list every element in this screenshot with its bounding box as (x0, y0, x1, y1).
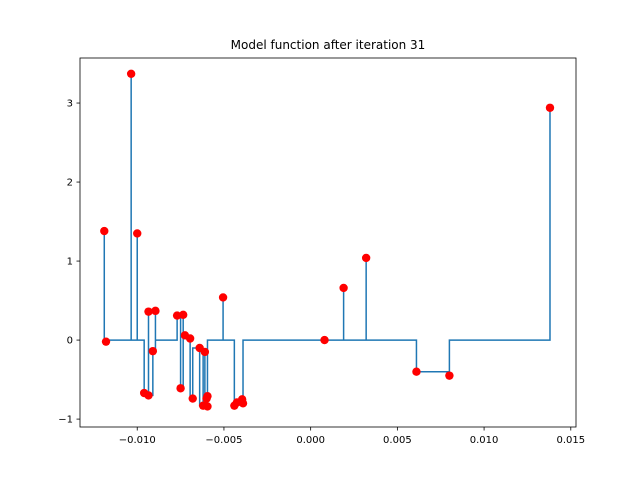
data-point (238, 399, 248, 408)
data-point (144, 307, 153, 316)
data-point (545, 103, 555, 112)
axes-frame (79, 57, 577, 428)
x-tick-label: 0.015 (556, 435, 585, 446)
x-tick-label: −0.010 (119, 435, 156, 446)
axes: −0.010 −0.005 0.000 0.005 0.010 0.015 −1 0 1 2 3 (58, 57, 585, 446)
data-point (126, 69, 136, 79)
data-point (133, 229, 142, 238)
data-point (178, 310, 188, 319)
data-point (200, 347, 210, 357)
data-point (100, 226, 109, 236)
x-tick-label: 0.005 (383, 435, 412, 446)
data-point (203, 391, 212, 401)
data-point (445, 371, 454, 380)
data-point (320, 335, 329, 345)
data-point (339, 283, 348, 293)
data-point (151, 306, 160, 316)
data-point (101, 337, 111, 346)
y-tick-label: 1 (67, 257, 73, 268)
y-tick-label: 0 (67, 336, 73, 347)
data-point (176, 384, 185, 393)
data-point (144, 391, 153, 400)
data-point (185, 334, 195, 343)
x-tick-label: −0.005 (205, 435, 242, 446)
data-point (188, 394, 197, 403)
chart-title: Model function after iteration 31 (231, 38, 426, 52)
y-tick-label: 3 (67, 99, 73, 110)
data-point (148, 346, 158, 356)
y-tick-label: 2 (67, 178, 73, 189)
x-tick-label: 0.000 (296, 435, 325, 446)
data-point (361, 253, 371, 263)
x-tick-label: 0.010 (470, 435, 499, 446)
data-point (203, 402, 212, 411)
data-point (412, 367, 421, 376)
y-tick-label: −1 (58, 415, 73, 426)
data-point (218, 293, 228, 302)
plot-area (100, 69, 555, 411)
